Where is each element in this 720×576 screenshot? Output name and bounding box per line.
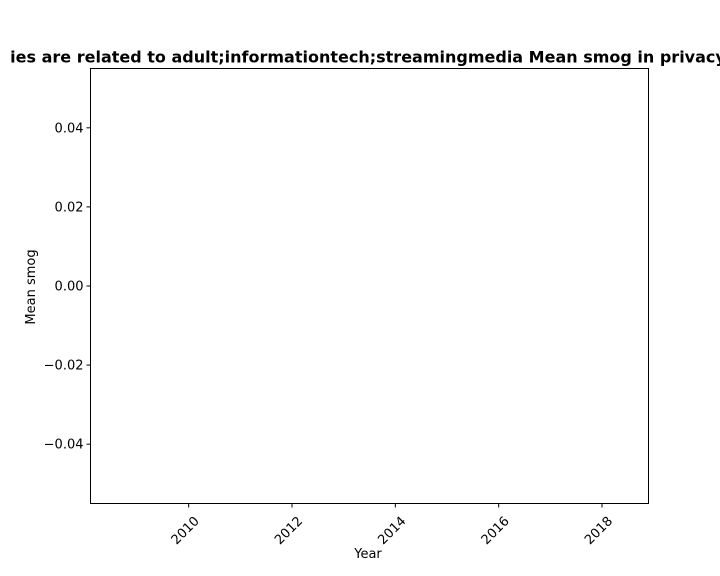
x-tick-label: 2014 — [375, 514, 409, 548]
y-tick-label: 0.02 — [55, 200, 84, 215]
x-tick-label: 2016 — [479, 514, 513, 548]
plot-area — [90, 68, 649, 504]
y-tick-label: −0.02 — [44, 359, 84, 374]
y-axis: 0.04 0.02 0.00 −0.02 −0.04 — [44, 121, 91, 453]
y-tick-label: 0.00 — [55, 280, 84, 295]
x-axis: 2010 2012 2014 2016 2018 — [169, 503, 616, 548]
x-tick-label: 2018 — [582, 514, 616, 548]
y-tick-label: 0.04 — [55, 121, 84, 136]
y-tick-label: −0.04 — [44, 438, 84, 453]
x-tick-label: 2012 — [272, 514, 306, 548]
x-tick-label: 2010 — [169, 514, 203, 548]
chart-title: ies are related to adult;informationtech… — [10, 47, 720, 67]
x-axis-label: Year — [353, 547, 382, 562]
y-axis-label: Mean smog — [24, 249, 39, 324]
